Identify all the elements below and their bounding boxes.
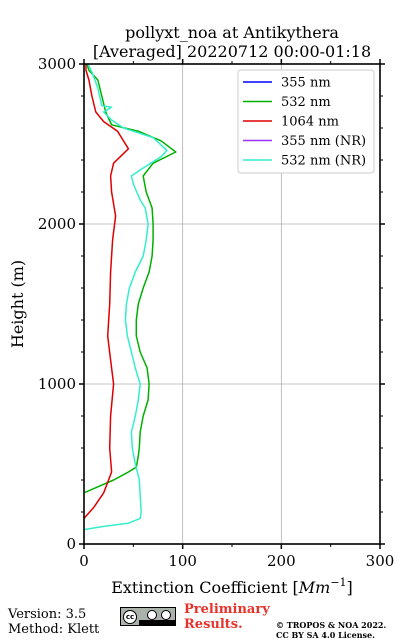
tick-marks <box>79 59 385 549</box>
series-line-1 <box>83 63 177 494</box>
preliminary-notice: Preliminary Results. <box>184 602 270 632</box>
legend: 355 nm 532 nm 1064 nm 355 nm (NR) 532 nm (NR… <box>237 69 375 174</box>
y-tick-label: 1000 <box>38 375 76 393</box>
chart-subtitle: [Averaged] 20220712 00:00-01:18 <box>93 42 371 61</box>
x-axis-label-text: Extinction Coefficient [ <box>111 578 299 597</box>
tick-labels: 0 1000 2000 3000 0 100 200 300 <box>38 55 395 570</box>
series-line-4 <box>83 63 168 531</box>
x-tick-label: 100 <box>168 552 197 570</box>
preliminary-line-1: Preliminary <box>184 602 270 617</box>
y-tick-label: 3000 <box>38 55 76 73</box>
x-tick-label: 300 <box>366 552 395 570</box>
y-tick-label: 0 <box>66 535 76 553</box>
legend-label-0: 355 nm <box>281 76 331 91</box>
copyright-line-2: CC BY SA 4.0 License. <box>276 630 375 640</box>
method-label: Method: Klett <box>8 622 100 637</box>
cc-by-sa-icon: cc <box>120 607 176 626</box>
x-axis-label-tail: ] <box>347 578 353 597</box>
x-axis-label: Extinction Coefficient [Mm−1] <box>111 576 353 597</box>
series-line-2 <box>83 64 130 519</box>
x-axis-label-exponent: −1 <box>330 576 346 589</box>
x-tick-label: 0 <box>79 552 89 570</box>
preliminary-line-2: Results. <box>184 617 243 632</box>
x-tick-label: 200 <box>267 552 296 570</box>
by-icon <box>147 610 157 620</box>
chart-title: pollyxt_noa at Antikythera <box>125 23 339 42</box>
y-axis-label: Height (m) <box>8 260 27 348</box>
legend-label-4: 532 nm (NR) <box>281 154 366 169</box>
license-strip <box>139 620 176 625</box>
cc-logo-icon: cc <box>123 610 137 624</box>
y-tick-label: 2000 <box>38 215 76 233</box>
copyright-notice: © TROPOS & NOA 2022. CC BY SA 4.0 Licens… <box>276 620 386 640</box>
legend-label-2: 1064 nm <box>281 115 339 130</box>
legend-frame <box>237 69 375 174</box>
copyright-line-1: © TROPOS & NOA 2022. <box>276 620 387 630</box>
extinction-profile-chart: pollyxt_noa at Antikythera [Averaged] 20… <box>8 23 395 597</box>
version-label: Version: 3.5 <box>8 607 87 622</box>
legend-label-1: 532 nm <box>281 95 331 110</box>
x-axis-label-unit: Mm <box>298 578 331 597</box>
sa-icon <box>161 610 171 620</box>
series-layer <box>83 63 177 531</box>
legend-label-3: 355 nm (NR) <box>281 134 366 149</box>
